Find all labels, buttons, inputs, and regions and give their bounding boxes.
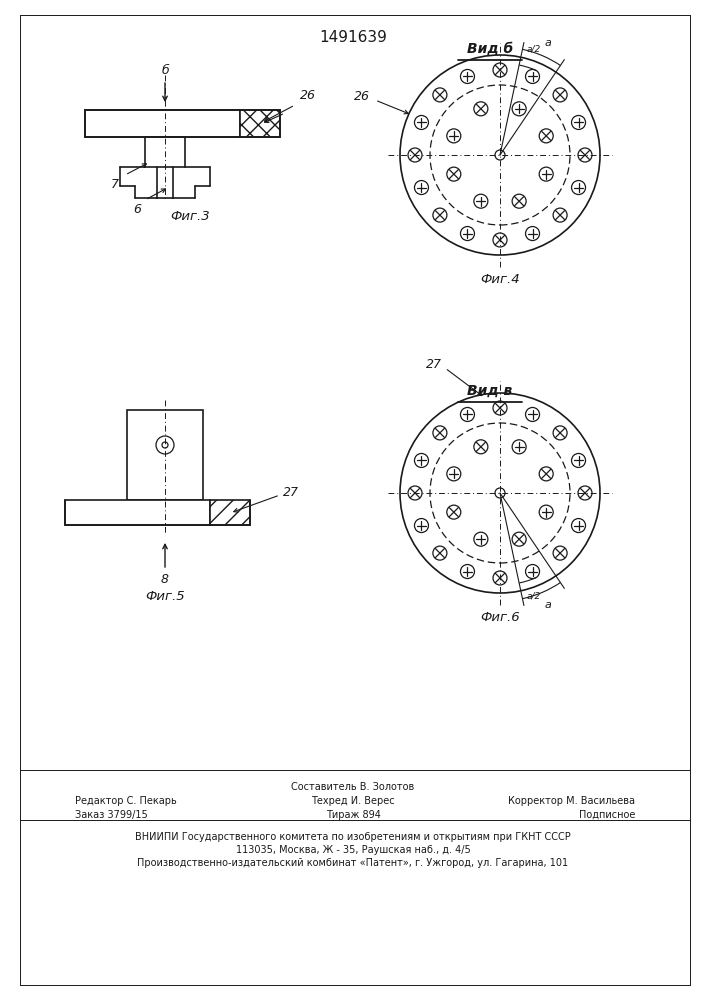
Text: Фиг.5: Фиг.5 [145, 590, 185, 603]
Text: Фиг.4: Фиг.4 [480, 273, 520, 286]
Bar [85, 110, 240, 137]
Text: Вид в: Вид в [467, 384, 513, 398]
Text: 26: 26 [300, 89, 316, 102]
Text: 27: 27 [426, 359, 442, 371]
Text: Подписное: Подписное [578, 810, 635, 820]
Text: 8: 8 [161, 573, 169, 586]
Text: а: а [544, 600, 551, 610]
Text: Вид б: Вид б [467, 42, 513, 56]
Text: Техред И. Верес: Техред И. Верес [311, 796, 395, 806]
Text: Фиг.6: Фиг.6 [480, 611, 520, 624]
Text: Производственно-издательский комбинат «Патент», г. Ужгород, ул. Гагарина, 101: Производственно-издательский комбинат «П… [137, 858, 568, 868]
Bar [145, 137, 185, 167]
Circle shape [400, 55, 600, 255]
Text: 26: 26 [354, 91, 370, 104]
Bar [127, 410, 203, 500]
Text: 27: 27 [283, 487, 299, 499]
Text: Тираж 894: Тираж 894 [325, 810, 380, 820]
Bar [240, 110, 280, 137]
Text: Фиг.3: Фиг.3 [170, 210, 210, 223]
Text: 7: 7 [111, 178, 119, 191]
Bar [210, 500, 250, 525]
Text: 6: 6 [133, 203, 141, 216]
Text: б: б [161, 64, 169, 77]
Text: а: а [544, 38, 551, 48]
Text: 113035, Москва, Ж - 35, Раушская наб., д. 4/5: 113035, Москва, Ж - 35, Раушская наб., д… [235, 845, 470, 855]
Text: ВНИИПИ Государственного комитета по изобретениям и открытиям при ГКНТ СССР: ВНИИПИ Государственного комитета по изоб… [135, 832, 571, 842]
Text: а/2: а/2 [526, 592, 540, 601]
Bar [65, 500, 210, 525]
Text: Корректор М. Васильева: Корректор М. Васильева [508, 796, 635, 806]
Text: а/2: а/2 [527, 45, 541, 54]
Text: Составитель В. Золотов: Составитель В. Золотов [291, 782, 414, 792]
Text: 1491639: 1491639 [319, 30, 387, 45]
Text: Редактор С. Пекарь: Редактор С. Пекарь [75, 796, 177, 806]
Text: Заказ 3799/15: Заказ 3799/15 [75, 810, 148, 820]
Circle shape [400, 393, 600, 593]
